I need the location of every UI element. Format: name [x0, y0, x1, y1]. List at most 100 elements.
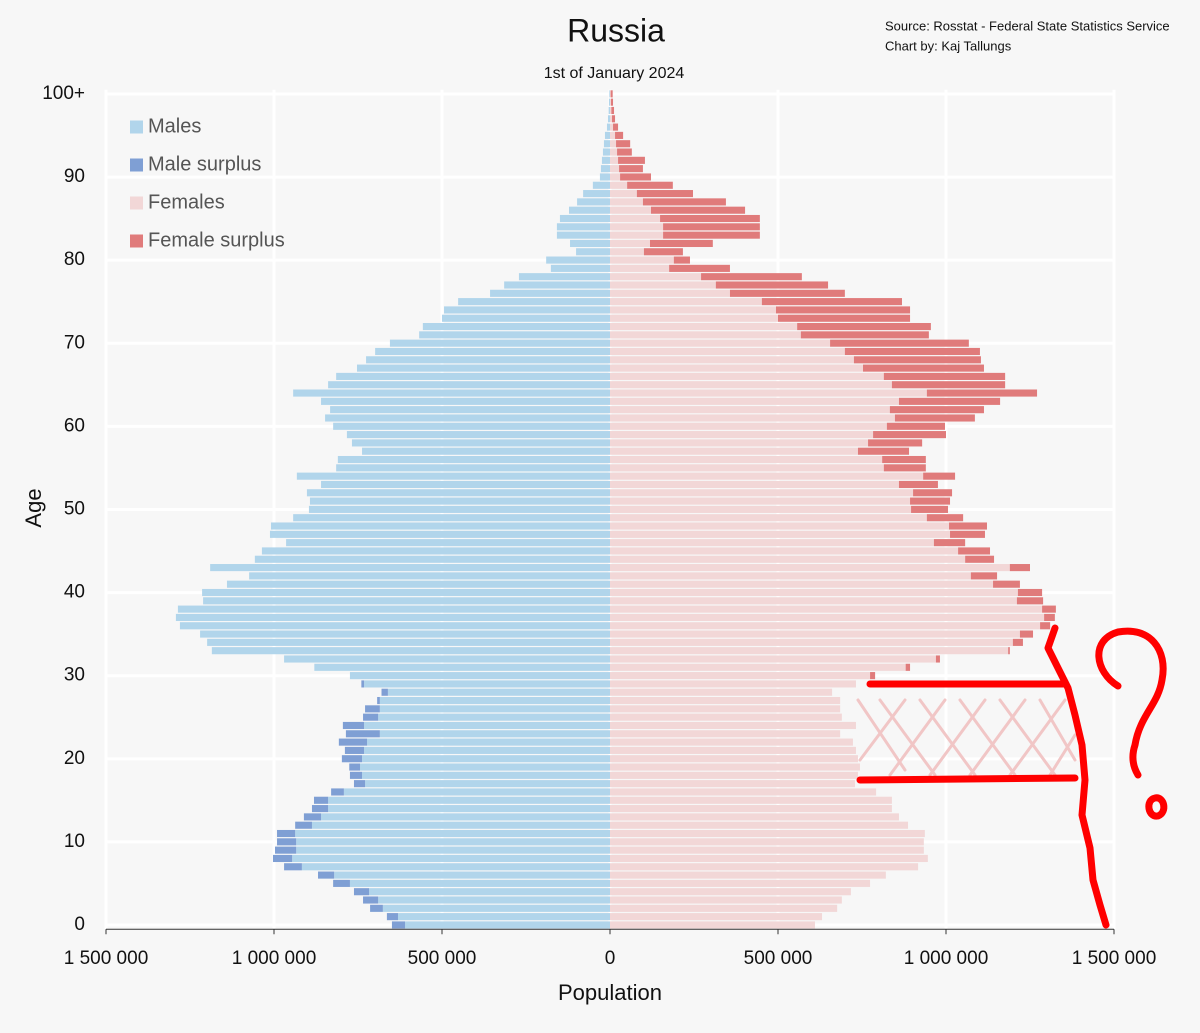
- bar: [458, 298, 610, 306]
- bar: [249, 572, 611, 580]
- bar: [362, 447, 610, 455]
- bar: [610, 206, 651, 214]
- bar: [610, 381, 892, 389]
- bar: [379, 696, 610, 705]
- bar: [341, 755, 363, 763]
- bar: [379, 705, 610, 713]
- bar: [277, 829, 296, 838]
- bar: [610, 256, 674, 264]
- bar: [1012, 638, 1023, 646]
- bar: [405, 921, 610, 929]
- bar: [610, 539, 934, 547]
- bar: [277, 838, 297, 846]
- bar: [576, 248, 610, 256]
- x-tick-label: 1 500 000: [1072, 948, 1157, 969]
- bar: [349, 672, 610, 680]
- bar: [311, 821, 610, 829]
- bar: [610, 821, 909, 829]
- bar: [610, 115, 613, 123]
- bar: [607, 115, 610, 123]
- bar: [296, 838, 610, 846]
- x-tick-label: 1 000 000: [232, 948, 317, 969]
- bar: [365, 780, 610, 788]
- bar: [378, 896, 610, 904]
- bar: [321, 397, 610, 405]
- bar: [800, 331, 929, 339]
- bar: [203, 597, 610, 605]
- bar: [295, 821, 312, 829]
- bar: [559, 214, 610, 223]
- bar: [891, 381, 1006, 389]
- bar: [365, 705, 380, 713]
- bar: [610, 721, 856, 730]
- bar: [367, 738, 610, 746]
- bar: [857, 447, 910, 455]
- bar: [610, 106, 612, 115]
- bar: [286, 539, 610, 547]
- bar: [933, 539, 966, 547]
- bar: [610, 281, 716, 289]
- bar: [610, 422, 887, 430]
- legend-label: Male surplus: [148, 153, 261, 175]
- scribble: [856, 624, 1168, 929]
- bar: [518, 273, 610, 281]
- bar: [375, 347, 610, 356]
- y-tick-label: 80: [64, 249, 85, 270]
- bar: [419, 331, 610, 339]
- bar: [610, 239, 650, 248]
- bar: [610, 306, 776, 314]
- bar: [616, 140, 631, 148]
- bar: [397, 913, 610, 921]
- bar: [200, 630, 610, 638]
- bar: [883, 464, 926, 472]
- bar: [926, 389, 1038, 397]
- bar: [336, 464, 610, 472]
- bar: [610, 298, 762, 306]
- y-tick-label: 60: [64, 415, 85, 436]
- bar: [715, 281, 829, 289]
- bar: [387, 688, 610, 696]
- bar: [610, 447, 858, 455]
- bar: [610, 431, 874, 439]
- bar: [363, 713, 379, 721]
- question-mark: [1095, 627, 1167, 779]
- bar: [349, 763, 361, 771]
- bar: [610, 904, 838, 912]
- bar: [309, 497, 610, 505]
- bar: [610, 705, 841, 713]
- bar: [610, 921, 815, 929]
- bar: [338, 738, 368, 746]
- bar: [889, 406, 984, 414]
- bar: [1017, 588, 1043, 597]
- x-tick-label: 0: [605, 948, 616, 969]
- legend-swatch: [130, 158, 143, 172]
- x-tick-label: 500 000: [744, 948, 813, 969]
- bar: [344, 746, 365, 754]
- bar: [386, 913, 398, 921]
- bar: [608, 106, 610, 115]
- bar: [284, 655, 610, 663]
- bar: [610, 746, 856, 754]
- x-axis-label: Population: [558, 980, 662, 1005]
- bar: [610, 805, 892, 813]
- bar: [618, 156, 645, 164]
- bar: [935, 655, 940, 663]
- bar: [610, 514, 927, 522]
- bar: [270, 522, 610, 530]
- bar: [362, 755, 610, 763]
- bar: [369, 888, 610, 896]
- bar: [610, 173, 621, 181]
- legend-label: Females: [148, 191, 225, 213]
- bar: [610, 613, 1045, 621]
- bar: [882, 455, 926, 464]
- bar: [610, 663, 906, 671]
- bar: [599, 173, 610, 181]
- bar: [301, 863, 610, 871]
- bar: [328, 805, 610, 813]
- bar: [608, 98, 610, 106]
- bar: [610, 406, 890, 414]
- bar: [343, 788, 610, 796]
- bar: [583, 190, 610, 198]
- bar: [883, 372, 1006, 380]
- bar: [504, 281, 610, 289]
